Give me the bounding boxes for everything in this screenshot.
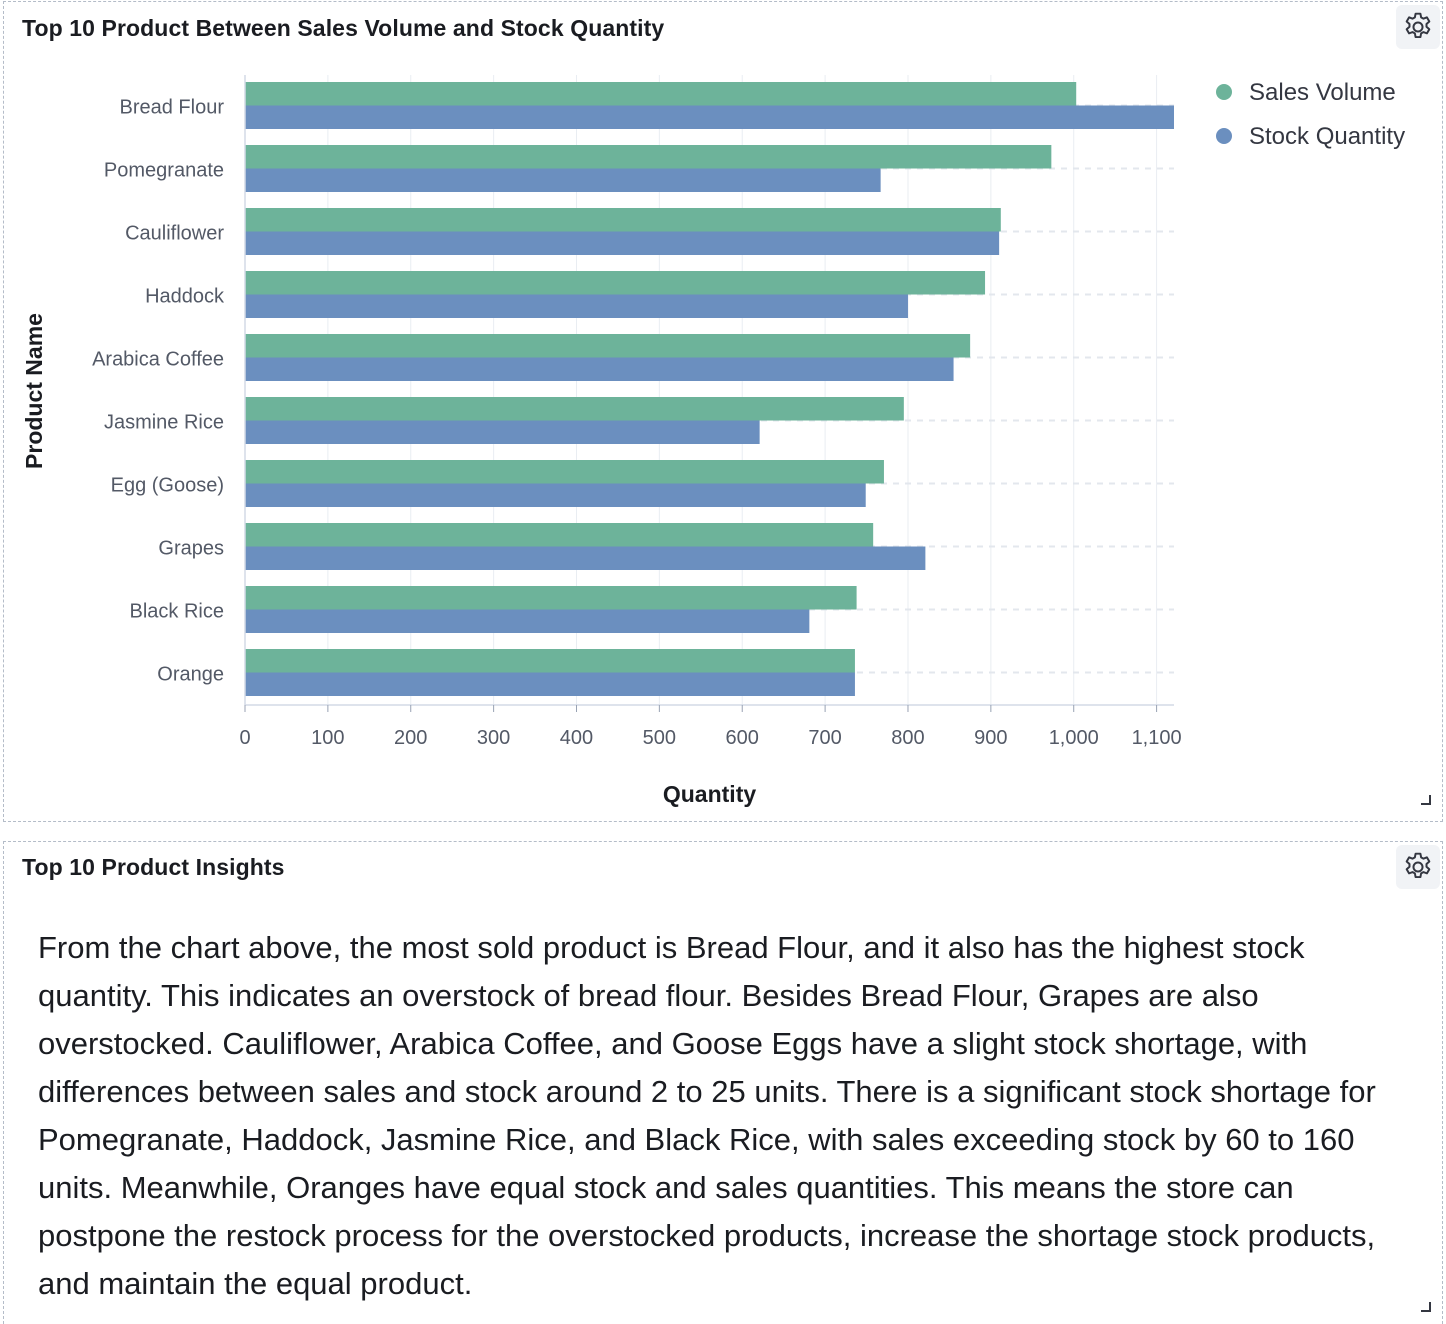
bar-sales-volume — [245, 208, 1001, 232]
x-tick-label: 100 — [311, 727, 344, 749]
chart-panel-title: Top 10 Product Between Sales Volume and … — [22, 15, 665, 41]
bar-stock-quantity — [245, 357, 954, 381]
y-tick-label: Pomegranate — [104, 160, 224, 182]
y-tick-label: Cauliflower — [125, 223, 224, 245]
bar-stock-quantity — [245, 231, 1000, 255]
chart-panel-options-button[interactable] — [1396, 5, 1440, 49]
y-tick-label: Egg (Goose) — [111, 475, 224, 497]
x-tick-label: 1,100 — [1132, 727, 1182, 749]
gear-icon — [1405, 12, 1431, 39]
insights-panel: Top 10 Product Insights From the chart a… — [3, 841, 1443, 1324]
legend-marker — [1216, 128, 1232, 144]
insights-text: From the chart above, the most sold prod… — [38, 930, 1376, 1301]
x-tick-label: 300 — [477, 727, 510, 749]
bar-stock-quantity — [245, 546, 926, 570]
bar-stock-quantity — [245, 483, 866, 507]
gear-icon — [1405, 852, 1431, 879]
y-tick-label: Arabica Coffee — [92, 349, 224, 371]
bar-sales-volume — [245, 82, 1077, 106]
bar-chart: Bread Flour Pomegranate Cauliflower Haddock… — [21, 75, 1405, 807]
bar-sales-volume — [245, 397, 904, 421]
resize-handle-icon[interactable] — [1421, 1302, 1431, 1312]
legend-marker — [1216, 84, 1232, 100]
bar-stock-quantity — [245, 609, 810, 633]
bar-stock-quantity — [245, 420, 760, 444]
y-tick-label: Black Rice — [130, 601, 224, 623]
x-tick-label: 200 — [394, 727, 427, 749]
x-tick-label: 400 — [560, 727, 593, 749]
bar-sales-volume — [245, 586, 857, 610]
y-tick-label: Grapes — [158, 538, 224, 560]
bar-sales-volume — [245, 145, 1052, 169]
bar-stock-quantity — [245, 168, 881, 192]
x-tick-label: 700 — [808, 727, 841, 749]
bar-stock-quantity — [245, 294, 908, 318]
bar-sales-volume — [245, 523, 874, 547]
x-tick-label: 0 — [239, 727, 250, 749]
bar-stock-quantity — [245, 105, 1174, 129]
bar-sales-volume — [245, 460, 884, 484]
bar-sales-volume — [245, 271, 986, 295]
x-tick-label: 1,000 — [1049, 727, 1099, 749]
bar-sales-volume — [245, 334, 971, 358]
bar-stock-quantity — [245, 672, 855, 696]
y-tick-label: Bread Flour — [120, 97, 225, 119]
x-tick-label: 800 — [891, 727, 924, 749]
bar-sales-volume — [245, 649, 855, 673]
y-axis-title: Product Name — [21, 313, 47, 469]
insights-panel-options-button[interactable] — [1396, 845, 1440, 889]
x-tick-label: 500 — [643, 727, 676, 749]
legend-label: Stock Quantity — [1249, 123, 1405, 150]
chart-panel: Top 10 Product Between Sales Volume and … — [3, 1, 1443, 822]
x-axis-title: Quantity — [663, 781, 756, 807]
y-tick-label: Orange — [157, 664, 224, 686]
y-tick-label: Jasmine Rice — [104, 412, 224, 434]
insights-panel-title: Top 10 Product Insights — [22, 854, 285, 880]
resize-handle-icon[interactable] — [1421, 795, 1431, 805]
legend-label: Sales Volume — [1249, 79, 1396, 106]
y-tick-label: Haddock — [145, 286, 225, 308]
x-tick-label: 900 — [974, 727, 1007, 749]
x-tick-label: 600 — [726, 727, 759, 749]
